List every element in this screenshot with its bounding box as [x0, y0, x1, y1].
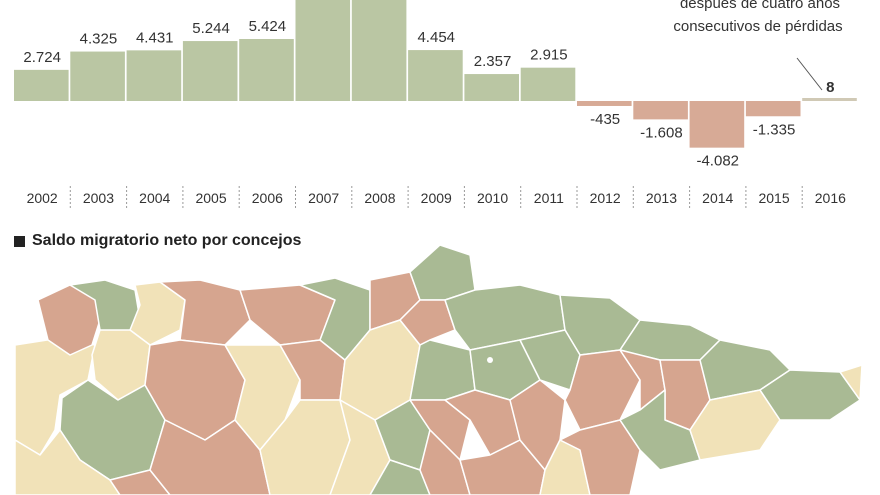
value-label-2010: 2.357: [474, 53, 512, 70]
bar-2005: [182, 41, 238, 101]
municipalities-map: [14, 244, 863, 495]
bar-2008: [351, 0, 407, 101]
value-label-2013: -1.608: [640, 124, 683, 141]
bar-2003: [70, 51, 125, 101]
value-labels-group: 2.724 4.325 4.431 5.244 5.424 4.454 2.357 2.915…: [23, 18, 834, 170]
value-label-2003: 4.325: [80, 31, 118, 48]
year-label-2006: 2006: [252, 190, 283, 206]
year-label-2013: 2013: [646, 190, 677, 206]
map-region: [419, 429, 471, 495]
bar-chart: 2.724 4.325 4.431 5.244 5.424 4.454 2.357 2.915…: [14, 0, 857, 208]
value-label-2016: 8: [826, 79, 834, 96]
year-label-2005: 2005: [195, 190, 226, 206]
bar-2010: [464, 74, 519, 101]
map-region: [559, 419, 641, 495]
value-label-2006: 5.424: [249, 18, 287, 35]
year-label-2003: 2003: [83, 190, 114, 206]
value-label-2011: 2.915: [530, 47, 568, 64]
bar-2009: [408, 50, 463, 101]
map-title-text: Saldo migratorio neto por concejos: [32, 232, 302, 249]
map-region: [159, 279, 251, 346]
annotation-line-2: consecutivos de pérdidas: [673, 18, 842, 35]
value-label-2002: 2.724: [23, 49, 61, 66]
map-region: [369, 459, 431, 495]
value-label-2004: 4.431: [136, 29, 174, 46]
year-label-2009: 2009: [421, 190, 452, 206]
value-label-2005: 5.244: [192, 20, 230, 37]
map-region: [839, 364, 863, 401]
bar-2011: [520, 67, 576, 101]
bar-2006: [239, 39, 294, 101]
map-region: [409, 339, 476, 401]
bar-2016: [802, 98, 857, 101]
year-label-2007: 2007: [308, 190, 339, 206]
bar-2007: [295, 0, 351, 101]
map-region: [409, 244, 476, 301]
map-title: Saldo migratorio neto por concejos: [14, 232, 301, 250]
year-label-2010: 2010: [477, 190, 508, 206]
bar-2002: [14, 69, 69, 101]
bar-2004: [126, 50, 182, 101]
year-labels-group: 2002 2003 2004 2005 2006 2007 2008 2009 2010 2011…: [27, 190, 847, 206]
year-label-2004: 2004: [139, 190, 170, 206]
value-label-2009: 4.454: [417, 29, 455, 46]
year-label-2008: 2008: [364, 190, 395, 206]
map-region: [14, 429, 121, 495]
title-square-icon: [14, 235, 25, 247]
annotation-pointer: [796, 57, 823, 91]
year-label-2015: 2015: [758, 190, 789, 206]
bar-2013: [633, 101, 688, 120]
bar-2014: [689, 101, 745, 148]
annotation-line-1: después de cuatro años: [680, 0, 840, 12]
year-label-2016: 2016: [815, 190, 846, 206]
year-label-2014: 2014: [702, 190, 733, 206]
map-region: [409, 399, 471, 461]
year-label-2011: 2011: [534, 190, 564, 206]
year-label-2002: 2002: [27, 190, 58, 206]
map-lake: [487, 357, 493, 363]
bar-2015: [745, 101, 801, 117]
value-label-2012: -435: [590, 111, 620, 128]
year-label-2012: 2012: [590, 190, 621, 206]
bar-2012: [577, 101, 632, 106]
value-label-2015: -1.335: [753, 121, 796, 138]
value-label-2014: -4.082: [696, 153, 739, 170]
bars-group: [14, 0, 857, 148]
